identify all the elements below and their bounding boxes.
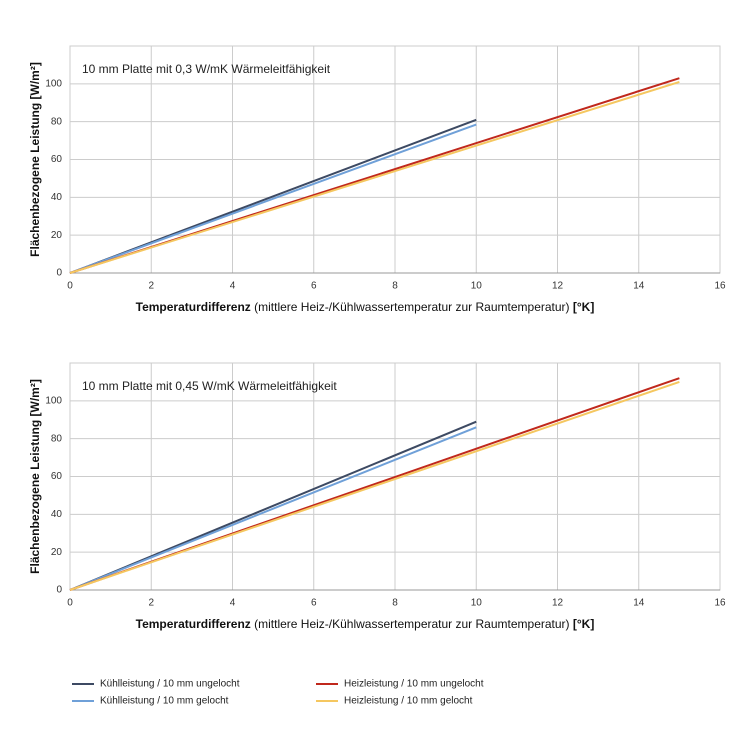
y-tick-label: 20 bbox=[51, 547, 63, 558]
annotation: 10 mm Platte mit 0,45 W/mK Wärmeleitfähi… bbox=[82, 379, 337, 393]
y-tick-label: 100 bbox=[45, 78, 62, 89]
legend-label: Heizleistung / 10 mm ungelocht bbox=[344, 679, 484, 690]
legend-label: Kühlleistung / 10 mm gelocht bbox=[100, 696, 229, 707]
x-tick-label: 12 bbox=[552, 598, 564, 609]
y-tick-label: 40 bbox=[51, 509, 63, 520]
annotation: 10 mm Platte mit 0,3 W/mK Wärmeleitfähig… bbox=[82, 62, 331, 76]
x-axis-label-part: (mittlere Heiz-/Kühlwassertemperatur zur… bbox=[251, 300, 573, 314]
series-line bbox=[69, 426, 477, 591]
x-tick-label: 8 bbox=[392, 598, 398, 609]
y-tick-label: 0 bbox=[56, 268, 62, 279]
x-tick-label: 2 bbox=[148, 281, 154, 292]
x-tick-label: 10 bbox=[471, 598, 483, 609]
x-axis-label: Temperaturdifferenz (mittlere Heiz-/Kühl… bbox=[136, 300, 595, 314]
x-axis-label-part: Temperaturdifferenz bbox=[136, 300, 251, 314]
legend-label: Kühlleistung / 10 mm ungelocht bbox=[100, 679, 240, 690]
y-tick-label: 60 bbox=[51, 154, 63, 165]
x-tick-label: 10 bbox=[471, 281, 483, 292]
x-tick-label: 4 bbox=[230, 281, 236, 292]
series-line bbox=[69, 123, 477, 274]
y-axis-label: Flächenbezogene Leistung [W/m²] bbox=[28, 379, 42, 574]
y-axis-label: Flächenbezogene Leistung [W/m²] bbox=[28, 62, 42, 257]
x-tick-label: 2 bbox=[148, 598, 154, 609]
y-tick-label: 20 bbox=[51, 230, 63, 241]
x-tick-label: 0 bbox=[67, 598, 73, 609]
x-tick-label: 12 bbox=[552, 281, 564, 292]
x-tick-label: 14 bbox=[633, 281, 645, 292]
legend-label: Heizleistung / 10 mm gelocht bbox=[344, 696, 473, 707]
x-tick-label: 16 bbox=[714, 281, 726, 292]
x-axis-label-part: [°K] bbox=[573, 300, 594, 314]
x-tick-label: 6 bbox=[311, 281, 317, 292]
y-tick-label: 100 bbox=[45, 395, 62, 406]
x-tick-label: 16 bbox=[714, 598, 726, 609]
x-axis-label-part: (mittlere Heiz-/Kühlwassertemperatur zur… bbox=[251, 617, 573, 631]
y-tick-label: 40 bbox=[51, 192, 63, 203]
y-tick-label: 80 bbox=[51, 433, 63, 444]
y-tick-label: 80 bbox=[51, 116, 63, 127]
x-axis-label-part: Temperaturdifferenz bbox=[136, 617, 251, 631]
x-tick-label: 8 bbox=[392, 281, 398, 292]
y-tick-label: 0 bbox=[56, 585, 62, 596]
x-axis-label-part: [°K] bbox=[573, 617, 594, 631]
series-line bbox=[69, 380, 680, 591]
x-tick-label: 6 bbox=[311, 598, 317, 609]
x-tick-label: 14 bbox=[633, 598, 645, 609]
y-tick-label: 60 bbox=[51, 471, 63, 482]
x-tick-label: 4 bbox=[230, 598, 236, 609]
x-tick-label: 0 bbox=[67, 281, 73, 292]
x-axis-label: Temperaturdifferenz (mittlere Heiz-/Kühl… bbox=[136, 617, 595, 631]
series-line bbox=[69, 80, 680, 274]
